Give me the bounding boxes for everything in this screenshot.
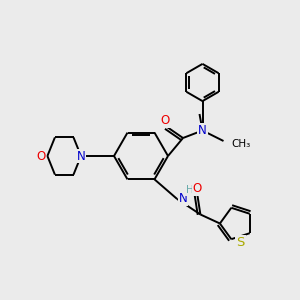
Text: S: S [236,236,245,249]
Text: O: O [193,182,202,196]
Text: O: O [160,114,169,127]
Text: N: N [76,149,85,163]
Text: H: H [186,185,194,196]
Text: N: N [198,124,207,137]
Text: O: O [36,149,45,163]
Text: CH₃: CH₃ [231,139,250,149]
Text: N: N [178,192,187,206]
